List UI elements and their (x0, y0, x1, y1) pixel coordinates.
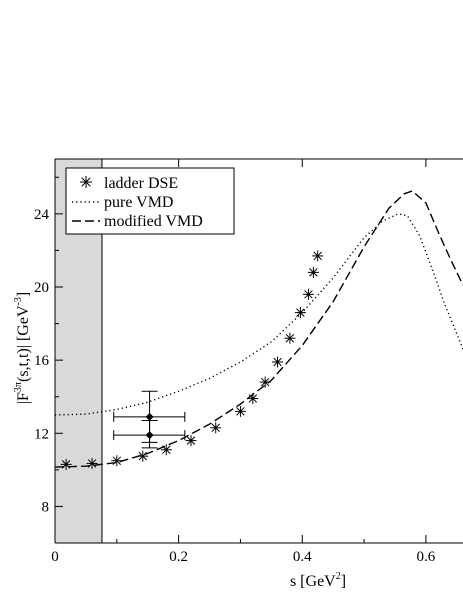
data-point-ladder-dse (111, 455, 123, 467)
legend-asterisk-icon (80, 176, 92, 188)
legend-label-modified-vmd: modified VMD (104, 213, 203, 230)
y-tick-label: 8 (42, 499, 50, 515)
data-point-ladder-dse (259, 376, 271, 388)
data-point-ladder-dse (307, 266, 319, 278)
data-point-ladder-dse (60, 458, 72, 470)
axes: 0 0.2 0.4 0.6 8 12 16 20 24 (34, 158, 463, 565)
y-tick-label: 20 (34, 280, 49, 296)
legend-box (65, 167, 235, 235)
data-point-ladder-dse (312, 250, 324, 262)
data-point-ladder-dse (234, 405, 246, 417)
x-axis-label: s [GeV2] (290, 571, 346, 590)
legend-asterisk-marker (80, 176, 92, 188)
legend-label-ladder-dse: ladder DSE (104, 175, 178, 192)
x-tick-label: 0 (51, 549, 59, 565)
data-point-ladder-dse (185, 435, 197, 447)
data-point-ladder-dse (302, 288, 314, 300)
legend-label-pure-vmd: pure VMD (104, 194, 173, 211)
series-line-pure-vmd (54, 213, 463, 416)
y-tick-label: 16 (34, 353, 50, 369)
x-tick-label: 0.6 (417, 549, 436, 565)
y-axis-label: |F3π(s,t,t)| [GeV-3] (13, 292, 32, 404)
y-tick-label: 24 (34, 207, 50, 223)
series-line-modified-vmd (54, 190, 463, 468)
data-point-ladder-dse (247, 393, 259, 405)
y-tick-label: 12 (34, 426, 49, 442)
data-point-ladder-dse (284, 332, 296, 344)
data-point-ladder-dse (294, 307, 306, 319)
x-tick-label: 0.2 (169, 549, 188, 565)
data-point-experiment (113, 419, 186, 449)
x-tick-label: 0.4 (293, 549, 312, 565)
data-point-ladder-dse (86, 457, 98, 469)
data-point-ladder-dse (137, 450, 149, 462)
legend: ladder DSE pure VMD modified VMD (65, 167, 235, 235)
data-point-ladder-dse (272, 356, 284, 368)
data-point-ladder-dse (160, 444, 172, 456)
data-point-ladder-dse (210, 422, 222, 434)
